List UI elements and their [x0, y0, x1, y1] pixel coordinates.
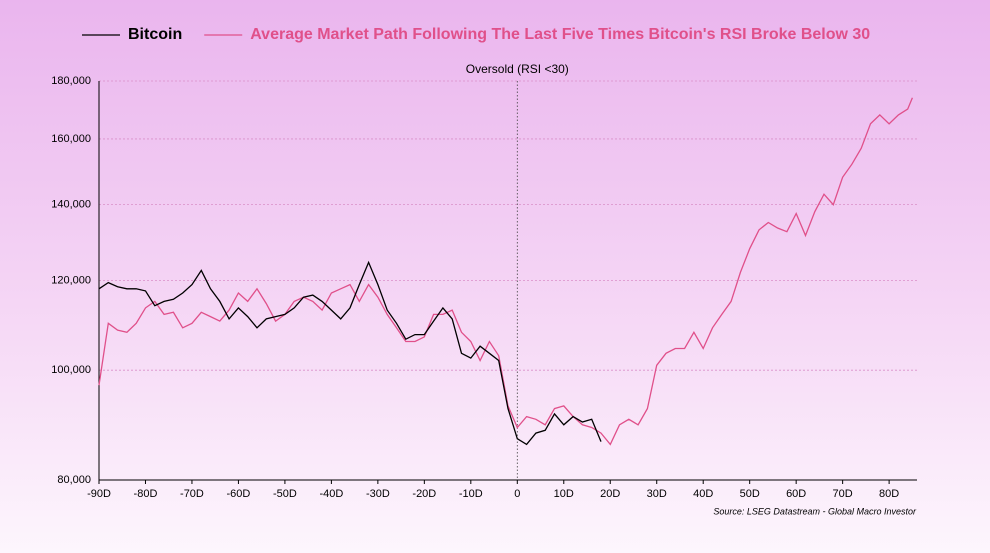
x-tick-label: 20D: [600, 488, 620, 500]
series-line: [98, 260, 602, 446]
x-tick-label: -80D: [134, 488, 158, 500]
x-tick-label: 40D: [693, 488, 713, 500]
x-tick-label: 10D: [554, 488, 574, 500]
x-tick-label: 50D: [740, 488, 760, 500]
y-tick-label: 80,000: [57, 474, 91, 486]
series-line: [98, 97, 914, 446]
y-tick-label: 160,000: [51, 133, 91, 145]
x-tick-label: -30D: [366, 488, 390, 500]
x-tick-label: -40D: [319, 488, 343, 500]
x-tick-label: -90D: [87, 488, 111, 500]
annotation: Oversold (RSI <30): [466, 62, 569, 76]
y-tick-label: 180,000: [51, 75, 91, 87]
y-tick-label: 100,000: [51, 364, 91, 376]
x-tick-label: 30D: [647, 488, 667, 500]
x-tick-label: -20D: [412, 488, 436, 500]
x-tick-label: 0: [514, 488, 520, 500]
x-tick-label: 60D: [786, 488, 806, 500]
x-tick-label: -70D: [180, 488, 204, 500]
y-tick-label: 120,000: [51, 274, 91, 286]
x-tick-label: -10D: [459, 488, 483, 500]
x-tick-label: 70D: [833, 488, 853, 500]
x-tick-label: -60D: [227, 488, 251, 500]
source-note: Source: LSEG Datastream - Global Macro I…: [713, 506, 917, 516]
legend-label: Bitcoin: [128, 26, 182, 43]
x-tick-label: 80D: [879, 488, 899, 500]
x-tick-label: -50D: [273, 488, 297, 500]
y-tick-label: 140,000: [51, 199, 91, 211]
legend-label: Average Market Path Following The Last F…: [250, 26, 870, 43]
